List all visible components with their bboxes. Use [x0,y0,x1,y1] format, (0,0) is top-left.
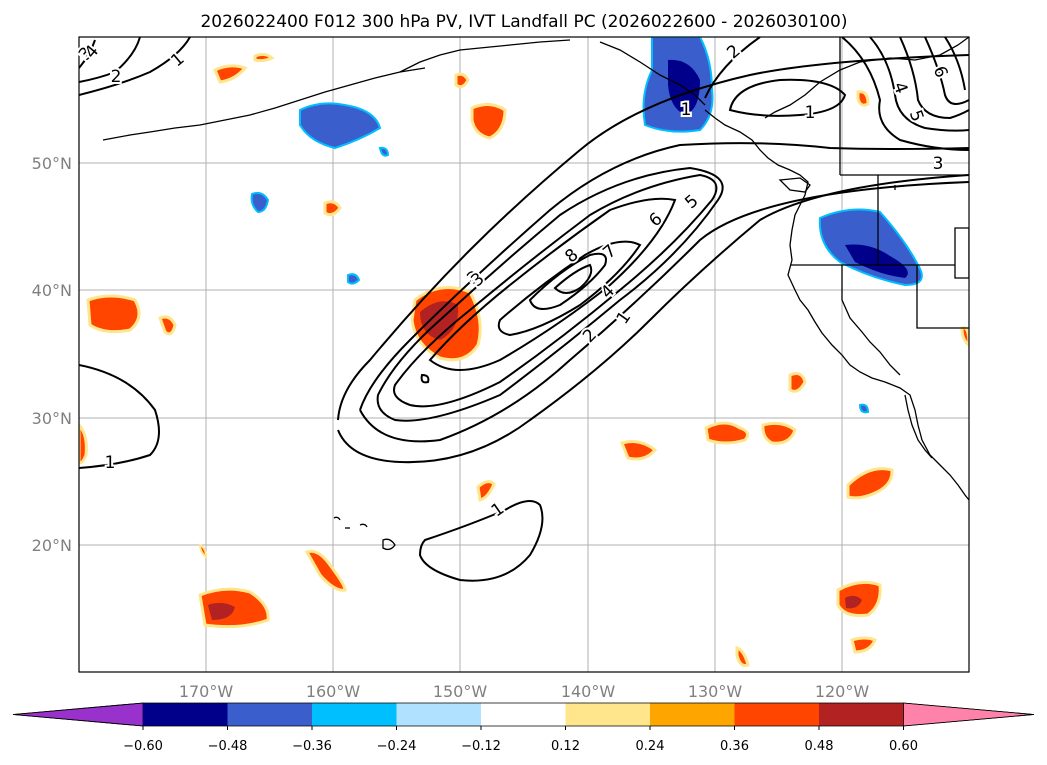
lon-label: 120°W [815,682,870,701]
colorbar-tick-label: −0.60 [123,739,163,754]
longitude-labels: 170°W 160°W 150°W 140°W 130°W 120°W [179,682,870,701]
colorbar: −0.60 −0.48 −0.36 −0.24 −0.12 0.12 0.24 0.36 0.4… [12,702,1035,754]
colorbar-tick-label: 0.12 [551,739,580,754]
colorbar-tick-label: −0.48 [208,739,248,754]
contour-label: 3 [933,154,944,174]
colorbar-tick-label: 0.24 [636,739,665,754]
colorbar-swatch [312,703,397,726]
colorbar-tick-label: 0.36 [720,739,749,754]
colorbar-tick-label: −0.12 [461,739,501,754]
contour-label: 2 [111,67,122,87]
colorbar-swatch [481,703,566,726]
map-area [79,37,969,672]
colorbar-extend-min [12,702,144,727]
colorbar-swatch [565,703,651,726]
lon-label: 140°W [561,682,616,701]
lon-label: 130°W [688,682,743,701]
contour-label: 1 [105,453,116,473]
lat-label: 30°N [32,409,72,428]
lat-label: 50°N [32,154,72,173]
colorbar-tick-label: 0.48 [805,739,834,754]
contour-label: 1 [681,100,692,120]
colorbar-tick-label: −0.36 [292,739,332,754]
lon-label: 170°W [179,682,234,701]
contour-label: 1 [805,103,816,123]
colorbar-swatch [650,703,735,726]
lon-label: 150°W [433,682,488,701]
colorbar-tick-label: 0.60 [889,739,918,754]
map-title: 2026022400 F012 300 hPa PV, IVT Landfall… [200,12,847,32]
lat-label: 20°N [32,536,72,555]
colorbar-extend-max [903,702,1035,727]
colorbar-swatch [734,703,820,726]
coastlines [102,37,969,551]
lon-label: 160°W [306,682,361,701]
colorbar-tick-label: −0.24 [377,739,417,754]
latitude-labels: 50°N 40°N 30°N 20°N [32,154,72,555]
colorbar-swatch [819,703,904,726]
colorbar-swatch [396,703,482,726]
map-frame [78,36,970,673]
colorbar-swatch [227,703,313,726]
colorbar-swatch [143,703,228,726]
lat-label: 40°N [32,281,72,300]
